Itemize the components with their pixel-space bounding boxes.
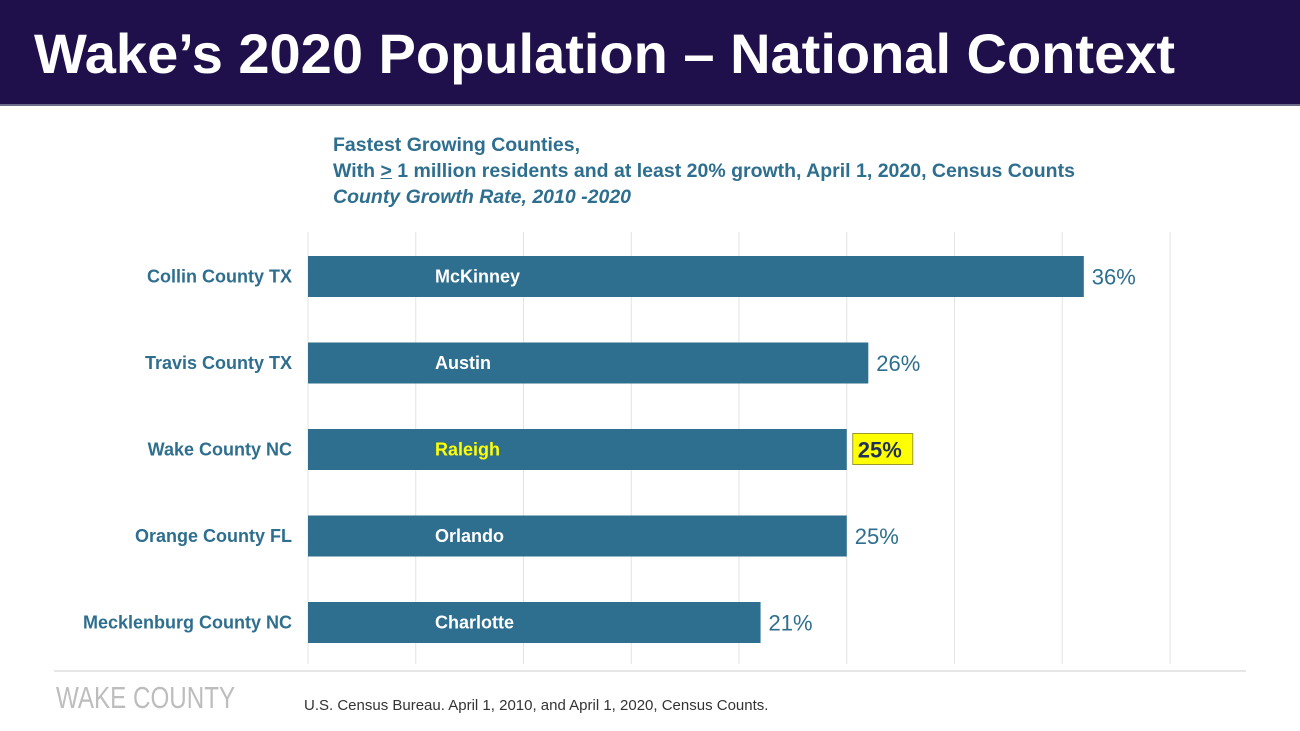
chart-subtitle-italic: County Growth Rate, 2010 -2020 xyxy=(333,186,632,208)
chart-subtitle-rest: 1 million residents and at least 20% gro… xyxy=(391,160,1075,182)
value-highlight xyxy=(852,433,914,465)
chart-subtitle-prefix: With xyxy=(333,160,381,182)
city-label: Austin xyxy=(435,353,491,373)
chart-title-block: Fastest Growing Counties, With > 1 milli… xyxy=(333,132,1075,210)
title-bar: Wake’s 2020 Population – National Contex… xyxy=(0,0,1300,106)
chart-subtitle: With > 1 million residents and at least … xyxy=(333,158,1075,184)
source-note: U.S. Census Bureau. April 1, 2010, and A… xyxy=(304,697,769,714)
page-title: Wake’s 2020 Population – National Contex… xyxy=(34,22,1175,85)
category-label: Orange County FL xyxy=(135,526,292,546)
footer-divider xyxy=(54,670,1246,672)
category-label: Mecklenburg County NC xyxy=(83,613,292,633)
chart-subtitle-symbol: > xyxy=(380,160,392,182)
value-label: 26% xyxy=(876,351,920,376)
category-label: Collin County TX xyxy=(147,267,292,287)
bar xyxy=(308,256,1084,297)
city-label: Orlando xyxy=(435,526,504,546)
wake-county-logo: WAKE COUNTY xyxy=(56,680,236,715)
city-label: Raleigh xyxy=(435,440,500,460)
city-label: Charlotte xyxy=(435,613,514,633)
bar xyxy=(308,342,869,384)
value-label: 25% xyxy=(855,524,899,549)
bar xyxy=(308,429,847,470)
chart-title: Fastest Growing Counties, xyxy=(333,134,581,156)
category-label: Travis County TX xyxy=(145,353,292,373)
bar xyxy=(308,602,761,643)
city-label: McKinney xyxy=(435,267,520,287)
value-label: 21% xyxy=(769,611,813,636)
category-label: Wake County NC xyxy=(148,440,292,460)
bar xyxy=(308,515,847,557)
value-label: 36% xyxy=(1092,265,1136,290)
value-label: 25% xyxy=(858,438,902,463)
